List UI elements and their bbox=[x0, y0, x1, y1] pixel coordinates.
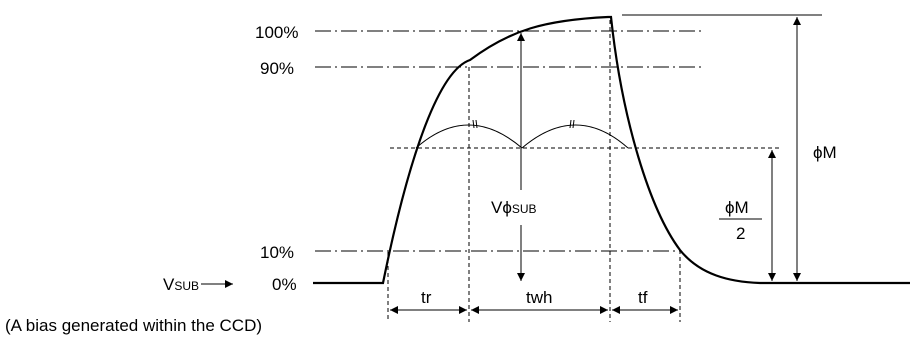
vsub-label-sub: SUB bbox=[174, 279, 199, 293]
arc-tick-left-1 bbox=[472, 119, 475, 129]
arc-tick-left-2 bbox=[475, 119, 478, 129]
vphisub-label-main: Vϕ bbox=[491, 198, 512, 217]
tf-label: tf bbox=[638, 288, 648, 307]
half-level-arc-right bbox=[521, 124, 629, 149]
twh-label: twh bbox=[526, 288, 552, 307]
vphisub-label: VϕSUB bbox=[491, 198, 537, 217]
tr-label: tr bbox=[421, 288, 432, 307]
label-10-percent: 10% bbox=[260, 243, 294, 262]
vsub-label: VSUB bbox=[163, 275, 199, 294]
half-phim-denominator: 2 bbox=[736, 224, 745, 243]
vphisub-label-sub: SUB bbox=[512, 202, 537, 216]
label-90-percent: 90% bbox=[260, 59, 294, 78]
half-phim-numerator: ϕM bbox=[725, 198, 749, 217]
bias-note: (A bias generated within the CCD) bbox=[5, 316, 262, 335]
arc-tick-right-2 bbox=[572, 119, 575, 129]
pulse-waveform bbox=[313, 15, 910, 285]
vsub-label-main: V bbox=[163, 275, 175, 294]
half-level-arc-left bbox=[415, 124, 523, 149]
label-100-percent: 100% bbox=[255, 23, 298, 42]
label-0-percent: 0% bbox=[272, 275, 297, 294]
phim-label: ϕM bbox=[813, 143, 837, 162]
arc-tick-right-1 bbox=[569, 119, 572, 129]
